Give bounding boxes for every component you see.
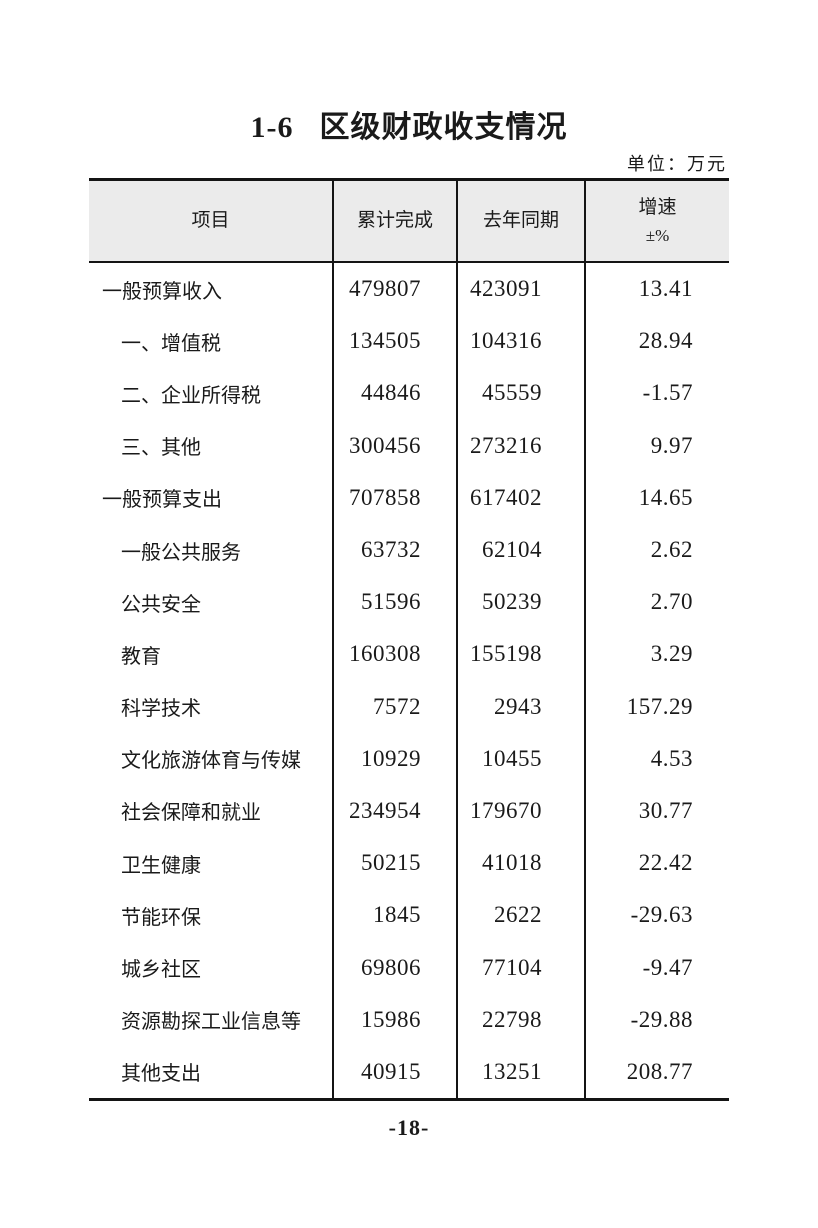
table-row: 一、增值税 134505 104316 28.94 xyxy=(89,315,729,368)
table-number: 1-6 xyxy=(250,111,294,144)
cell-last-year: 10455 xyxy=(456,732,584,785)
page-number: -18- xyxy=(388,1115,430,1140)
table-row: 一般公共服务 63732 62104 2.62 xyxy=(89,523,729,577)
cell-last-year: 2943 xyxy=(456,680,584,733)
cell-growth: 14.65 xyxy=(584,471,729,524)
cell-cumulative: 134505 xyxy=(332,315,456,368)
row-label: 节能环保 xyxy=(121,906,201,929)
cell-last-year: 77104 xyxy=(456,941,584,994)
row-label: 城乡社区 xyxy=(121,959,201,982)
table-row: 一般预算支出 707858 617402 14.65 xyxy=(89,471,729,524)
cell-growth: 22.42 xyxy=(584,837,729,890)
table-row: 三、其他 300456 273216 9.97 xyxy=(89,419,729,472)
cell-last-year: 179670 xyxy=(456,784,584,838)
cell-cumulative: 707858 xyxy=(332,471,456,524)
cell-last-year: 2622 xyxy=(456,889,584,942)
title-text: 区级财政收支情况 xyxy=(319,111,568,144)
table-row: 教育 160308 155198 3.29 xyxy=(89,628,729,681)
cell-last-year: 13251 xyxy=(456,1045,584,1098)
cell-growth: -1.57 xyxy=(584,367,729,420)
cell-last-year: 155198 xyxy=(456,628,584,681)
cell-last-year: 45559 xyxy=(456,367,584,420)
cell-cumulative: 479807 xyxy=(332,263,456,316)
column-header-last-year: 去年同期 xyxy=(456,181,584,261)
cell-growth: 9.97 xyxy=(584,419,729,472)
cell-growth: 28.94 xyxy=(584,315,729,368)
table-row: 二、企业所得税 44846 45559 -1.57 xyxy=(89,367,729,420)
row-label: 科学技术 xyxy=(121,698,201,721)
cell-cumulative: 63732 xyxy=(332,523,456,577)
column-header-cumulative: 累计完成 xyxy=(332,181,456,261)
cell-cumulative: 7572 xyxy=(332,680,456,733)
table-row: 资源勘探工业信息等 15986 22798 -29.88 xyxy=(89,993,729,1046)
fiscal-table: 项目 累计完成 去年同期 增速 ±% 一般预算收入 479807 423091 13.… xyxy=(89,178,729,1101)
cell-growth: -29.88 xyxy=(584,993,729,1046)
table-row: 社会保障和就业 234954 179670 30.77 xyxy=(89,784,729,838)
row-label: 教育 xyxy=(121,645,161,668)
cell-cumulative: 51596 xyxy=(332,576,456,629)
row-label: 公共安全 xyxy=(121,593,201,616)
table-row: 节能环保 1845 2622 -29.63 xyxy=(89,889,729,942)
row-label: 资源勘探工业信息等 xyxy=(121,1011,301,1034)
cell-last-year: 104316 xyxy=(456,315,584,368)
growth-header-unit: ±% xyxy=(645,226,670,245)
column-header-growth: 增速 ±% xyxy=(584,181,729,261)
row-label: 一、增值税 xyxy=(121,332,221,355)
cell-growth: -29.63 xyxy=(584,889,729,942)
row-label: 社会保障和就业 xyxy=(121,802,261,825)
cell-cumulative: 234954 xyxy=(332,784,456,838)
cell-last-year: 22798 xyxy=(456,993,584,1046)
cell-cumulative: 50215 xyxy=(332,837,456,890)
cell-growth: -9.47 xyxy=(584,941,729,994)
cell-last-year: 62104 xyxy=(456,523,584,577)
row-label: 一般公共服务 xyxy=(121,541,241,564)
growth-header-label: 增速 xyxy=(638,197,677,218)
unit-row: 单位：万元 xyxy=(89,152,729,176)
row-label: 其他支出 xyxy=(121,1063,201,1086)
cell-growth: 3.29 xyxy=(584,628,729,681)
table-header-row: 项目 累计完成 去年同期 增速 ±% xyxy=(89,181,729,263)
column-header-item: 项目 xyxy=(191,210,230,231)
table-body: 一般预算收入 479807 423091 13.41 一、增值税 134505 104316… xyxy=(89,263,729,1098)
cell-cumulative: 300456 xyxy=(332,419,456,472)
table-row: 卫生健康 50215 41018 22.42 xyxy=(89,837,729,890)
cell-growth: 208.77 xyxy=(584,1045,729,1098)
table-row: 公共安全 51596 50239 2.70 xyxy=(89,576,729,629)
table-row: 其他支出 40915 13251 208.77 xyxy=(89,1045,729,1098)
table-row: 一般预算收入 479807 423091 13.41 xyxy=(89,263,729,316)
unit-label: 单位：万元 xyxy=(627,154,727,174)
table-row: 文化旅游体育与传媒 10929 10455 4.53 xyxy=(89,732,729,785)
cell-last-year: 423091 xyxy=(456,263,584,316)
cell-growth: 13.41 xyxy=(584,263,729,316)
cell-growth: 4.53 xyxy=(584,732,729,785)
row-label: 三、其他 xyxy=(121,437,201,460)
cell-last-year: 50239 xyxy=(456,576,584,629)
page-title: 1-6 区级财政收支情况 xyxy=(0,0,818,150)
cell-growth: 2.70 xyxy=(584,576,729,629)
cell-growth: 157.29 xyxy=(584,680,729,733)
cell-cumulative: 44846 xyxy=(332,367,456,420)
cell-cumulative: 40915 xyxy=(332,1045,456,1098)
row-label: 一般预算支出 xyxy=(102,489,222,512)
row-label: 文化旅游体育与传媒 xyxy=(121,750,301,773)
cell-cumulative: 15986 xyxy=(332,993,456,1046)
cell-cumulative: 1845 xyxy=(332,889,456,942)
cell-last-year: 273216 xyxy=(456,419,584,472)
cell-last-year: 41018 xyxy=(456,837,584,890)
row-label: 二、企业所得税 xyxy=(121,384,261,407)
cell-last-year: 617402 xyxy=(456,471,584,524)
row-label: 一般预算收入 xyxy=(102,280,222,303)
cell-cumulative: 10929 xyxy=(332,732,456,785)
row-label: 卫生健康 xyxy=(121,854,201,877)
cell-growth: 2.62 xyxy=(584,523,729,577)
cell-cumulative: 160308 xyxy=(332,628,456,681)
table-row: 城乡社区 69806 77104 -9.47 xyxy=(89,941,729,994)
table-row: 科学技术 7572 2943 157.29 xyxy=(89,680,729,733)
cell-cumulative: 69806 xyxy=(332,941,456,994)
cell-growth: 30.77 xyxy=(584,784,729,838)
